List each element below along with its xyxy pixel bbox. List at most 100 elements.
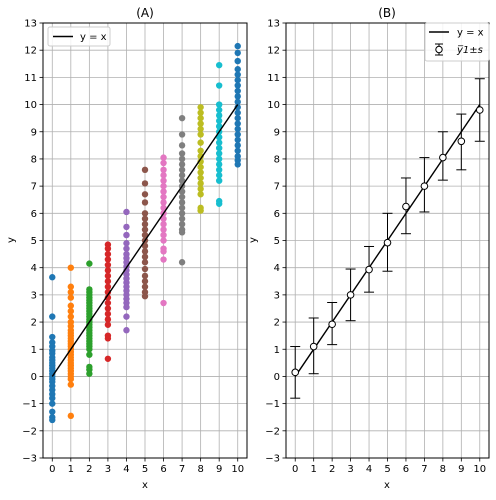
panel-a-scatter-point xyxy=(234,87,241,95)
panel-a-scatter-point xyxy=(160,193,167,201)
panel-b-x-tick-label: 0 xyxy=(292,464,298,475)
panel-a-scatter-point xyxy=(49,394,56,402)
panel-a-scatter-point xyxy=(86,346,93,353)
panel-a-scatter-point xyxy=(178,210,186,217)
panel-b-x-tick-label: 1 xyxy=(310,464,316,475)
panel-a-scatter-point xyxy=(123,231,130,239)
panel-a-scatter-point xyxy=(215,112,223,119)
panel-a-scatter-point xyxy=(141,226,149,233)
panel-b-error-bars xyxy=(290,78,485,399)
panel-a-scatter-point xyxy=(160,215,167,222)
panel-b-y-tick-label: 10 xyxy=(267,100,280,111)
panel-a-reference-line xyxy=(51,104,239,377)
panel-b-y-tick-label: 8 xyxy=(274,154,280,165)
panel-b-y-tick-label: 6 xyxy=(274,209,280,220)
panel-a-scatter-point xyxy=(67,307,75,315)
panel-a-y-tick-label: 11 xyxy=(24,73,37,84)
panel-a-scatter-point xyxy=(160,226,167,233)
panel-a-scatter-point xyxy=(160,256,167,263)
panel-a-scatter-point xyxy=(141,283,149,290)
panel-a-scatter-point xyxy=(67,294,75,301)
panel-a-y-tick-label: 0 xyxy=(31,372,37,383)
panel-b-title: (B) xyxy=(378,6,396,20)
panel-b-mean-marker xyxy=(365,265,373,274)
panel-a-scatter-point xyxy=(178,193,186,201)
panel-a-scatter-point xyxy=(234,57,241,65)
panel-a-scatter-point xyxy=(104,267,112,274)
panel-a-scatter-point xyxy=(197,185,204,193)
panel-b-y-tick-label: 7 xyxy=(274,182,280,193)
panel-a-scatter-point xyxy=(215,177,223,184)
panel-a-scatter-point xyxy=(141,166,149,174)
panel-a-scatter-point xyxy=(123,245,130,252)
panel-a-scatter-point xyxy=(104,245,112,252)
panel-a-y-tick-label: 2 xyxy=(31,318,37,329)
panel-a-scatter-point xyxy=(104,305,112,312)
panel-a-scatter-point xyxy=(160,299,167,307)
panel-a-x-tick-label: 3 xyxy=(105,464,111,475)
panel-b-x-tick-label: 2 xyxy=(329,464,335,475)
panel-a-scatter-point xyxy=(234,136,241,144)
panel-a-scatter-point xyxy=(123,313,130,320)
panel-a-scatter-point xyxy=(86,260,93,267)
panel-a-scatter-point xyxy=(178,215,186,222)
panel-a-scatter-point xyxy=(67,375,75,383)
panel-a-scatter-point xyxy=(160,231,167,239)
panel-a-x-tick-label: 4 xyxy=(123,464,129,475)
panel-a-scatter-point xyxy=(160,172,167,179)
panel-a-scatter-point xyxy=(215,161,223,168)
panel-a-scatter-point xyxy=(86,351,93,358)
panel-a-scatter-point xyxy=(67,283,75,290)
panel-a-scatter-point xyxy=(215,166,223,174)
panel-a-scatter-point xyxy=(234,114,241,122)
panel-b-y-tick-label: −3 xyxy=(265,454,280,465)
panel-a-x-tick-label: 9 xyxy=(216,464,222,475)
panel-b-x-tick-label: 5 xyxy=(384,464,390,475)
panel-a-y-tick-label: −3 xyxy=(22,454,37,465)
panel-a-scatter-point xyxy=(178,259,186,266)
panel-a-x-tick-label: 8 xyxy=(197,464,203,475)
panel-a-scatter-point xyxy=(178,172,186,179)
panel-b-mean-marker xyxy=(346,291,355,299)
panel-b-mean-marker xyxy=(328,320,336,329)
panel-a-scatter-point xyxy=(104,335,112,342)
panel-a-y-equals-x-line xyxy=(51,104,239,377)
panel-a-scatter-point xyxy=(123,223,130,231)
panel-a-scatter-point xyxy=(234,161,241,168)
panel-a-scatter-point xyxy=(160,237,167,244)
panel-b-x-ticks: 0 1 2 3 4 5 6 7 8 9 10 xyxy=(292,458,486,475)
panel-a-scatter-point xyxy=(123,208,130,216)
panel-a-scatter-point xyxy=(178,177,186,184)
panel-a-scatter-point xyxy=(141,265,149,273)
panel-a-scatter-point xyxy=(141,242,149,250)
panel-b-y-tick-label: 2 xyxy=(274,318,280,329)
panel-a-x-ticks: 0 1 2 3 4 5 6 7 8 9 10 xyxy=(49,458,244,475)
panel-a-scatter-point xyxy=(49,416,56,424)
panel-a-scatter-point xyxy=(197,174,204,182)
panel-a-y-tick-label: 6 xyxy=(31,209,37,220)
panel-a-scatter-point xyxy=(178,188,186,195)
panel-a-scatter-point xyxy=(141,278,149,285)
panel-a-scatter-point xyxy=(160,166,167,174)
panel-a-y-tick-label: 3 xyxy=(31,290,37,301)
panel-a-scatter-point xyxy=(234,98,241,106)
panel-a-scatter-point xyxy=(141,248,149,255)
panel-a-x-tick-label: 10 xyxy=(231,464,244,475)
panel-a-scatter-point xyxy=(67,264,75,271)
panel-a-scatter-point xyxy=(197,109,204,116)
panel-a-scatter-point xyxy=(215,82,223,89)
panel-a-scatter-point xyxy=(160,199,167,206)
panel-b-ylabel: y xyxy=(248,237,259,243)
panel-a-scatter-point xyxy=(197,139,204,146)
panel-a-scatter-point xyxy=(234,142,241,149)
panel-b-grid xyxy=(286,22,489,459)
panel-b-x-tick-label: 9 xyxy=(458,464,464,475)
panel-b-x-tick-label: 8 xyxy=(440,464,446,475)
panel-a-title: (A) xyxy=(136,6,154,20)
panel-a-scatter-point xyxy=(234,125,241,133)
panel-a-scatter-point xyxy=(215,61,223,69)
panel-a-scatter-point xyxy=(141,191,149,198)
